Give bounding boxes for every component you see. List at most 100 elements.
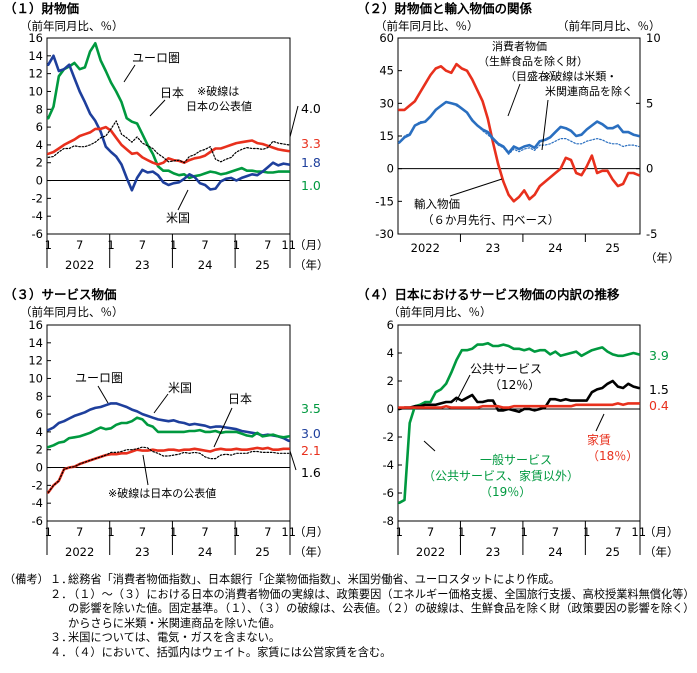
series-line xyxy=(398,101,640,155)
y-tick-label: 12 xyxy=(28,354,43,368)
label-public-weight: （12％） xyxy=(489,378,540,392)
leader-line xyxy=(455,374,471,403)
y-tick-label: -2 xyxy=(32,191,43,205)
note-number: ４． xyxy=(50,645,73,659)
y-axis-label: （前年同月比、％） xyxy=(375,19,479,33)
y-tick-label: 14 xyxy=(28,336,43,350)
plot-frame xyxy=(397,324,641,522)
y-tick-label: 15 xyxy=(379,129,394,143)
leader-line xyxy=(153,393,169,414)
end-value-label: 3.9 xyxy=(649,348,669,363)
x-month-label: 1 xyxy=(396,525,403,539)
leader-line xyxy=(289,105,299,138)
notes: （備考） １． 総務省「消費者物価指数」、日本銀行「企業物価指数」、米国労働省、… xyxy=(4,573,694,660)
y-tick-label: 8 xyxy=(36,389,43,403)
y-tick-label: 10 xyxy=(28,84,43,98)
note-number: ２． xyxy=(50,587,73,601)
panel-title: （２）財物価と輸入物価の関係 xyxy=(357,1,533,16)
note-text: （１）～（３）における日本の消費者物価の実線は、政策要因（エネルギー価格支援、全… xyxy=(68,587,689,630)
label-rent: 家賃 xyxy=(587,432,611,447)
x-month-label: 1 xyxy=(45,238,52,252)
x-month-label: 7 xyxy=(201,525,208,539)
panel-title: （４）日本におけるサービス物価の内訳の推移 xyxy=(357,287,620,302)
leader-line xyxy=(149,99,166,117)
series-line xyxy=(46,41,291,180)
end-value-label: 3.0 xyxy=(301,426,321,441)
note-dashed: ※破線は xyxy=(197,84,239,98)
x-year-label: 25 xyxy=(255,545,270,559)
series-line xyxy=(397,402,641,409)
x-unit-month: （月） xyxy=(294,238,329,252)
x-month-label: 7 xyxy=(264,238,271,252)
label-us: 米国 xyxy=(166,211,190,225)
y2-tick-label: 5 xyxy=(646,96,653,110)
end-value-label: 0.4 xyxy=(649,398,669,413)
x-month-label: 1 xyxy=(233,238,240,252)
end-value-label: 4.0 xyxy=(301,101,321,116)
label-rent-weight: （18％） xyxy=(587,449,638,463)
end-value-label: 1.5 xyxy=(649,382,669,397)
y-tick-label: 45 xyxy=(379,64,394,78)
y-tick-label: 2 xyxy=(387,374,394,388)
x-month-label: 7 xyxy=(139,238,146,252)
series-line xyxy=(46,54,291,192)
x-year-label: 2022 xyxy=(416,545,445,559)
notes-heading: （備考） xyxy=(4,573,49,586)
y-axis-label: （前年同月比、％） xyxy=(20,305,124,319)
series-line xyxy=(397,341,641,505)
x-year-label: 2022 xyxy=(411,241,440,255)
y-tick-label: 16 xyxy=(28,31,43,45)
label-japan: 日本 xyxy=(160,86,184,100)
label-japan: 日本 xyxy=(228,392,252,406)
y-tick-label: -4 xyxy=(383,458,394,472)
y-tick-label: 60 xyxy=(379,31,394,45)
note-number: ３． xyxy=(50,631,73,644)
label-import-price: 輸入物価 xyxy=(414,197,460,211)
y-tick-label: 6 xyxy=(387,318,394,332)
x-year-label: 24 xyxy=(198,545,213,559)
y-tick-label: 12 xyxy=(28,67,43,81)
label-general-sub: （公共サービス、家賃以外） xyxy=(423,468,579,483)
leader-line xyxy=(449,178,503,197)
x-month-label: 1 xyxy=(458,525,465,539)
y-tick-label: 4 xyxy=(36,425,43,439)
panel-title: （３）サービス物価 xyxy=(4,287,117,302)
x-month-label: 1 xyxy=(45,525,52,539)
x-month-label: 7 xyxy=(264,525,271,539)
series-line xyxy=(397,62,641,203)
y-tick-label: 0 xyxy=(387,402,394,416)
y2-tick-label: 10 xyxy=(646,31,661,45)
y-tick-label: 2 xyxy=(36,443,43,457)
y-tick-label: -4 xyxy=(32,209,43,223)
y-tick-label: 4 xyxy=(36,138,43,152)
label-eurozone: ユーロ圏 xyxy=(75,371,123,385)
panel-title: （１）財物価 xyxy=(4,1,80,16)
x-year-label: 24 xyxy=(548,545,563,559)
leader-line xyxy=(213,407,233,448)
x-month-label: 7 xyxy=(139,525,146,539)
end-value-label: 3.3 xyxy=(301,136,321,151)
series-line xyxy=(46,402,291,443)
x-month-label: 11 xyxy=(281,525,296,539)
y-axis-label: （前年同月比、％） xyxy=(388,305,492,319)
x-month-label: 1 xyxy=(233,525,240,539)
x-month-label: 7 xyxy=(76,525,83,539)
leader-line xyxy=(595,413,605,432)
y-tick-label: -6 xyxy=(32,227,43,241)
x-unit-year: （年） xyxy=(645,251,680,265)
x-unit-month: （月） xyxy=(294,525,329,539)
y-tick-label: 6 xyxy=(36,407,43,421)
x-year-label: 23 xyxy=(135,258,150,272)
x-year-label: 2022 xyxy=(65,258,94,272)
x-month-label: 7 xyxy=(614,525,621,539)
x-unit-month: （月） xyxy=(644,525,679,539)
x-year-label: 23 xyxy=(486,241,501,255)
y-tick-label: -8 xyxy=(383,514,394,528)
series-line xyxy=(46,446,291,494)
end-value-label: 1.6 xyxy=(301,465,321,480)
x-year-label: 25 xyxy=(605,241,620,255)
x-month-label: 7 xyxy=(427,525,434,539)
y-tick-label: -6 xyxy=(32,514,43,528)
note-text: 米国については、電気・ガスを含まない。 xyxy=(68,631,281,644)
end-value-label: 1.0 xyxy=(301,178,321,193)
